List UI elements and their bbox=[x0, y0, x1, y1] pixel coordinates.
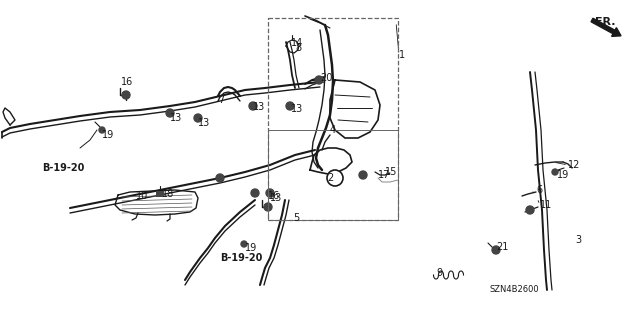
Text: 2: 2 bbox=[327, 173, 333, 183]
Text: FR.: FR. bbox=[595, 17, 616, 27]
Text: 17: 17 bbox=[378, 170, 390, 180]
Text: 19: 19 bbox=[102, 130, 115, 140]
Circle shape bbox=[249, 102, 257, 110]
Circle shape bbox=[194, 114, 202, 122]
Text: 13: 13 bbox=[270, 193, 282, 203]
Circle shape bbox=[216, 174, 224, 182]
Text: 15: 15 bbox=[385, 167, 397, 177]
Text: 18: 18 bbox=[162, 189, 174, 199]
Text: 5: 5 bbox=[293, 213, 300, 223]
Circle shape bbox=[552, 169, 558, 175]
Text: 4: 4 bbox=[330, 125, 336, 135]
Text: 19: 19 bbox=[557, 170, 569, 180]
Text: 12: 12 bbox=[568, 160, 580, 170]
Bar bbox=[268, 18, 398, 220]
Text: 19: 19 bbox=[245, 243, 257, 253]
Text: 13: 13 bbox=[253, 102, 265, 112]
Text: SZN4B2600: SZN4B2600 bbox=[489, 286, 539, 294]
Text: 3: 3 bbox=[575, 235, 581, 245]
Text: 16: 16 bbox=[268, 191, 280, 201]
Text: 21: 21 bbox=[496, 242, 508, 252]
Circle shape bbox=[264, 203, 272, 211]
Circle shape bbox=[166, 109, 174, 117]
Text: 14: 14 bbox=[291, 38, 303, 48]
FancyArrow shape bbox=[591, 18, 621, 36]
Circle shape bbox=[122, 91, 130, 99]
Circle shape bbox=[526, 206, 534, 214]
Circle shape bbox=[359, 171, 367, 179]
Circle shape bbox=[492, 246, 500, 254]
Text: 7: 7 bbox=[218, 95, 224, 105]
Circle shape bbox=[241, 241, 247, 247]
Bar bbox=[268, 130, 398, 220]
Text: 8: 8 bbox=[295, 43, 301, 53]
Circle shape bbox=[286, 102, 294, 110]
Text: B-19-20: B-19-20 bbox=[220, 253, 262, 263]
Text: 13: 13 bbox=[291, 104, 303, 114]
Bar bbox=[156, 191, 164, 197]
Text: B-19-20: B-19-20 bbox=[42, 163, 84, 173]
Text: 11: 11 bbox=[540, 200, 552, 210]
Circle shape bbox=[99, 127, 105, 133]
Text: 13: 13 bbox=[198, 118, 211, 128]
Circle shape bbox=[315, 76, 323, 84]
Text: 10: 10 bbox=[136, 191, 148, 201]
Text: 9: 9 bbox=[436, 268, 442, 278]
Text: 20: 20 bbox=[320, 73, 332, 83]
Circle shape bbox=[266, 189, 274, 197]
Text: 6: 6 bbox=[536, 185, 542, 195]
Text: 13: 13 bbox=[170, 113, 182, 123]
Circle shape bbox=[327, 170, 343, 186]
Text: 1: 1 bbox=[399, 50, 405, 60]
Circle shape bbox=[251, 189, 259, 197]
Text: 16: 16 bbox=[121, 77, 133, 87]
